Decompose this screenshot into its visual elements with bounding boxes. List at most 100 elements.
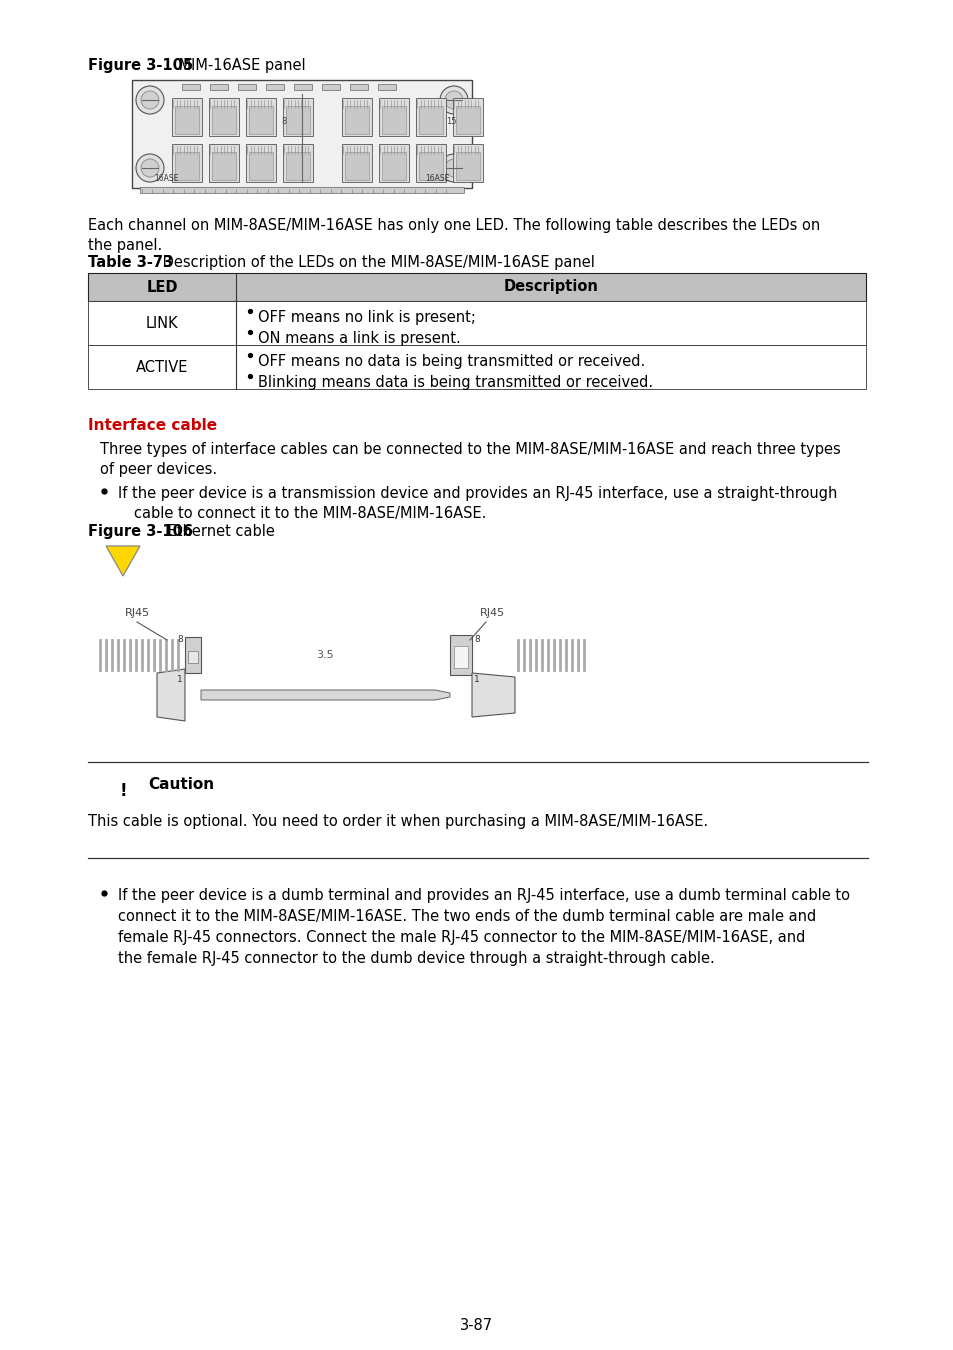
Bar — [378, 144, 409, 182]
Text: female RJ-45 connectors. Connect the male RJ-45 connector to the MIM-8ASE/MIM-16: female RJ-45 connectors. Connect the mal… — [118, 930, 804, 945]
Bar — [381, 107, 406, 134]
Bar — [266, 84, 284, 90]
Bar — [341, 99, 372, 136]
Bar — [185, 637, 201, 674]
Bar — [246, 99, 275, 136]
Text: 1: 1 — [177, 675, 183, 684]
Bar — [286, 153, 310, 180]
Bar — [212, 153, 235, 180]
Text: of peer devices.: of peer devices. — [100, 462, 217, 477]
Text: OFF means no link is present;: OFF means no link is present; — [257, 310, 476, 325]
Text: Each channel on MIM-8ASE/MIM-16ASE has only one LED. The following table describ: Each channel on MIM-8ASE/MIM-16ASE has o… — [88, 217, 820, 234]
Circle shape — [136, 86, 164, 113]
Circle shape — [141, 90, 159, 109]
Text: the panel.: the panel. — [88, 238, 162, 252]
Bar — [174, 107, 199, 134]
Bar — [283, 99, 313, 136]
Polygon shape — [157, 670, 185, 721]
Bar — [345, 107, 369, 134]
Bar — [456, 153, 479, 180]
Bar — [322, 84, 339, 90]
Bar — [209, 99, 239, 136]
Polygon shape — [472, 674, 515, 717]
Text: 3.5: 3.5 — [316, 649, 334, 660]
Circle shape — [439, 154, 468, 182]
Bar — [249, 107, 273, 134]
Bar — [456, 107, 479, 134]
Text: Description: Description — [503, 279, 598, 294]
Bar — [172, 144, 202, 182]
Text: 3-87: 3-87 — [460, 1318, 493, 1332]
Text: Table 3-73: Table 3-73 — [88, 255, 172, 270]
Text: !: ! — [119, 782, 127, 799]
Text: If the peer device is a dumb terminal and provides an RJ-45 interface, use a dum: If the peer device is a dumb terminal an… — [118, 888, 849, 903]
Bar — [378, 99, 409, 136]
Text: LED: LED — [146, 279, 177, 294]
Text: If the peer device is a transmission device and provides an RJ-45 interface, use: If the peer device is a transmission dev… — [118, 486, 837, 501]
Text: Figure 3-106: Figure 3-106 — [88, 524, 193, 539]
Text: 8: 8 — [177, 634, 183, 644]
Bar — [453, 144, 482, 182]
Bar — [454, 647, 468, 668]
Bar — [283, 144, 313, 182]
Bar — [237, 84, 255, 90]
Bar — [249, 153, 273, 180]
Text: Blinking means data is being transmitted or received.: Blinking means data is being transmitted… — [257, 375, 653, 390]
Text: MIM-16ASE panel: MIM-16ASE panel — [173, 58, 305, 73]
Bar — [416, 99, 446, 136]
Bar — [88, 346, 865, 389]
Text: connect it to the MIM-8ASE/MIM-16ASE. The two ends of the dumb terminal cable ar: connect it to the MIM-8ASE/MIM-16ASE. Th… — [118, 909, 816, 923]
Text: LINK: LINK — [146, 316, 178, 331]
Circle shape — [444, 90, 462, 109]
Text: ON means a link is present.: ON means a link is present. — [257, 331, 460, 346]
Bar — [286, 107, 310, 134]
Text: ACTIVE: ACTIVE — [135, 359, 188, 374]
Circle shape — [444, 159, 462, 177]
Text: RJ45: RJ45 — [125, 608, 150, 618]
Circle shape — [136, 154, 164, 182]
Text: Three types of interface cables can be connected to the MIM-8ASE/MIM-16ASE and r: Three types of interface cables can be c… — [100, 441, 840, 458]
Bar — [182, 84, 200, 90]
Text: RJ45: RJ45 — [479, 608, 504, 618]
Bar — [450, 634, 472, 675]
Bar — [88, 273, 865, 301]
Text: 16ASE: 16ASE — [153, 174, 178, 184]
Text: OFF means no data is being transmitted or received.: OFF means no data is being transmitted o… — [257, 354, 644, 369]
Polygon shape — [201, 690, 450, 701]
Bar — [416, 144, 446, 182]
Bar — [174, 153, 199, 180]
Text: cable to connect it to the MIM-8ASE/MIM-16ASE.: cable to connect it to the MIM-8ASE/MIM-… — [133, 506, 486, 521]
Text: the female RJ-45 connector to the dumb device through a straight-through cable.: the female RJ-45 connector to the dumb d… — [118, 950, 714, 967]
Bar — [209, 144, 239, 182]
Circle shape — [141, 159, 159, 177]
Text: This cable is optional. You need to order it when purchasing a MIM-8ASE/MIM-16AS: This cable is optional. You need to orde… — [88, 814, 707, 829]
Bar — [294, 84, 312, 90]
Polygon shape — [106, 545, 140, 576]
Text: Figure 3-105: Figure 3-105 — [88, 58, 193, 73]
Bar — [377, 84, 395, 90]
Bar — [453, 99, 482, 136]
Bar — [341, 144, 372, 182]
Bar — [172, 99, 202, 136]
Bar — [188, 651, 198, 663]
Bar — [210, 84, 228, 90]
Text: 15: 15 — [446, 117, 456, 127]
Bar — [418, 153, 442, 180]
Text: 8: 8 — [281, 117, 287, 127]
Text: Description of the LEDs on the MIM-8ASE/MIM-16ASE panel: Description of the LEDs on the MIM-8ASE/… — [158, 255, 595, 270]
Bar — [350, 84, 368, 90]
Text: 1: 1 — [474, 675, 479, 684]
Bar — [418, 107, 442, 134]
Bar — [246, 144, 275, 182]
Text: 16ASE: 16ASE — [425, 174, 450, 184]
Text: Interface cable: Interface cable — [88, 418, 217, 433]
Text: Caution: Caution — [148, 778, 213, 792]
Text: Ethernet cable: Ethernet cable — [163, 524, 274, 539]
Text: 8: 8 — [474, 634, 479, 644]
Bar — [132, 80, 472, 188]
Bar — [88, 301, 865, 346]
Bar — [140, 188, 463, 193]
Bar — [345, 153, 369, 180]
Bar — [381, 153, 406, 180]
Bar — [212, 107, 235, 134]
